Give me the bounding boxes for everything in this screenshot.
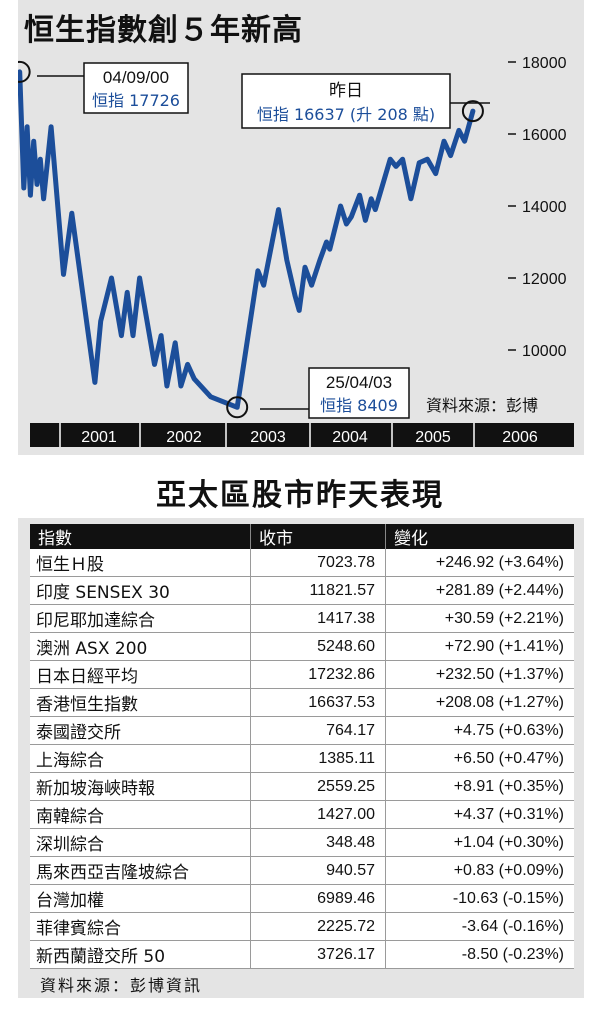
cell-index-name: 印尼耶加達綜合 <box>30 604 251 633</box>
cell-close: 3726.17 <box>250 940 386 969</box>
annotation-latest: 昨日 恒指 16637 (升 208 點) <box>241 73 451 129</box>
table-row: 印尼耶加達綜合 1417.38 +30.59 (+2.21%) <box>30 604 574 633</box>
cell-index-name: 澳洲 ASX 200 <box>30 632 251 661</box>
table-row: 恒生Ｈ股 7023.78 +246.92 (+3.64%) <box>30 549 574 577</box>
cell-change: +232.50 (+1.37%) <box>385 660 574 689</box>
chart-source: 資料來源：彭博 <box>426 396 538 415</box>
header-change: 變化 <box>385 524 574 549</box>
cell-close: 764.17 <box>250 716 386 745</box>
cell-change: +72.90 (+1.41%) <box>385 632 574 661</box>
cell-change: -3.64 (-0.16%) <box>385 912 574 941</box>
y-tick-label: 12000 <box>522 271 567 288</box>
cell-index-name: 南韓綜合 <box>30 800 251 829</box>
cell-change: +281.89 (+2.44%) <box>385 576 574 605</box>
cell-close: 1385.11 <box>250 744 386 773</box>
header-close: 收市 <box>250 524 386 549</box>
cell-index-name: 恒生Ｈ股 <box>30 549 251 577</box>
annotation-peak-value: 恒指 17726 <box>92 91 180 110</box>
cell-change: +4.37 (+0.31%) <box>385 800 574 829</box>
year-label: 2002 <box>166 429 202 446</box>
cell-index-name: 印度 SENSEX 30 <box>30 576 251 605</box>
cell-index-name: 日本日經平均 <box>30 660 251 689</box>
cell-close: 1417.38 <box>250 604 386 633</box>
table-header-row: 指數 收市 變化 <box>30 524 574 549</box>
cell-change: +208.08 (+1.27%) <box>385 688 574 717</box>
cell-close: 2559.25 <box>250 772 386 801</box>
cell-close: 348.48 <box>250 828 386 857</box>
table-row: 泰國證交所 764.17 +4.75 (+0.63%) <box>30 716 574 745</box>
cell-change: +8.91 (+0.35%) <box>385 772 574 801</box>
cell-change: +0.83 (+0.09%) <box>385 856 574 885</box>
table-row: 新西蘭證交所 50 3726.17 -8.50 (-0.23%) <box>30 940 574 969</box>
cell-close: 2225.72 <box>250 912 386 941</box>
table-title: 亞太區股市昨天表現 <box>156 478 444 513</box>
cell-index-name: 深圳綜合 <box>30 828 251 857</box>
peak-marker <box>18 60 31 83</box>
year-label: 2001 <box>81 429 117 446</box>
cell-index-name: 菲律賓綜合 <box>30 912 251 941</box>
annotation-latest-value: 恒指 16637 (升 208 點) <box>257 105 435 124</box>
table-row: 菲律賓綜合 2225.72 -3.64 (-0.16%) <box>30 912 574 941</box>
cell-change: +4.75 (+0.63%) <box>385 716 574 745</box>
latest-marker <box>461 100 484 123</box>
cell-index-name: 泰國證交所 <box>30 716 251 745</box>
annotation-peak: 04/09/00 恒指 17726 <box>83 62 189 114</box>
cell-change: +6.50 (+0.47%) <box>385 744 574 773</box>
market-table: 指數 收市 變化 恒生Ｈ股 7023.78 +246.92 (+3.64%) 印度 S… <box>30 524 574 969</box>
annotation-trough-value: 恒指 8409 <box>320 396 398 415</box>
table-row: 香港恒生指數 16637.53 +208.08 (+1.27%) <box>30 688 574 717</box>
trough-marker <box>226 396 249 419</box>
table-row: 上海綜合 1385.11 +6.50 (+0.47%) <box>30 744 574 773</box>
header-index: 指數 <box>30 524 251 549</box>
cell-change: +1.04 (+0.30%) <box>385 828 574 857</box>
table-row: 深圳綜合 348.48 +1.04 (+0.30%) <box>30 828 574 857</box>
cell-close: 17232.86 <box>250 660 386 689</box>
cell-change: -8.50 (-0.23%) <box>385 940 574 969</box>
table-row: 南韓綜合 1427.00 +4.37 (+0.31%) <box>30 800 574 829</box>
y-tick-label: 14000 <box>522 199 567 216</box>
table-row: 日本日經平均 17232.86 +232.50 (+1.37%) <box>30 660 574 689</box>
cell-close: 6989.46 <box>250 884 386 913</box>
year-label: 2006 <box>502 429 538 446</box>
hsi-series-line <box>18 69 476 410</box>
y-tick-label: 18000 <box>522 55 567 72</box>
annotation-trough: 25/04/03 恒指 8409 <box>308 367 410 419</box>
cell-change: +246.92 (+3.64%) <box>385 549 574 577</box>
year-axis-band <box>30 423 574 447</box>
cell-index-name: 香港恒生指數 <box>30 688 251 717</box>
annotation-peak-date: 04/09/00 <box>103 68 169 87</box>
cell-close: 7023.78 <box>250 549 386 577</box>
table-panel: 指數 收市 變化 恒生Ｈ股 7023.78 +246.92 (+3.64%) 印度 S… <box>18 518 584 998</box>
hsi-line-chart: 恒生指數創５年新高 10000 12000 14000 16000 18000 2001… <box>18 13 574 447</box>
cell-close: 940.57 <box>250 856 386 885</box>
table-row: 馬來西亞吉隆坡綜合 940.57 +0.83 (+0.09%) <box>30 856 574 885</box>
year-label: 2003 <box>250 429 286 446</box>
cell-index-name: 馬來西亞吉隆坡綜合 <box>30 856 251 885</box>
cell-close: 5248.60 <box>250 632 386 661</box>
cell-change: -10.63 (-0.15%) <box>385 884 574 913</box>
table-row: 台灣加權 6989.46 -10.63 (-0.15%) <box>30 884 574 913</box>
y-tick-label: 10000 <box>522 343 567 360</box>
cell-index-name: 台灣加權 <box>30 884 251 913</box>
cell-index-name: 新加坡海峽時報 <box>30 772 251 801</box>
cell-index-name: 上海綜合 <box>30 744 251 773</box>
chart-panel: 恒生指數創５年新高 10000 12000 14000 16000 18000 2001… <box>18 0 584 455</box>
year-label: 2004 <box>332 429 368 446</box>
table-row: 澳洲 ASX 200 5248.60 +72.90 (+1.41%) <box>30 632 574 661</box>
annotation-trough-date: 25/04/03 <box>326 373 392 392</box>
cell-close: 1427.00 <box>250 800 386 829</box>
chart-title: 恒生指數創５年新高 <box>24 13 303 48</box>
table-source: 資料來源：彭博資訊 <box>40 976 203 995</box>
cell-change: +30.59 (+2.21%) <box>385 604 574 633</box>
table-row: 印度 SENSEX 30 11821.57 +281.89 (+2.44%) <box>30 576 574 605</box>
cell-close: 11821.57 <box>250 576 386 605</box>
y-tick-label: 16000 <box>522 127 567 144</box>
table-row: 新加坡海峽時報 2559.25 +8.91 (+0.35%) <box>30 772 574 801</box>
year-label: 2005 <box>415 429 451 446</box>
cell-index-name: 新西蘭證交所 50 <box>30 940 251 969</box>
annotation-latest-date: 昨日 <box>329 81 363 100</box>
cell-close: 16637.53 <box>250 688 386 717</box>
